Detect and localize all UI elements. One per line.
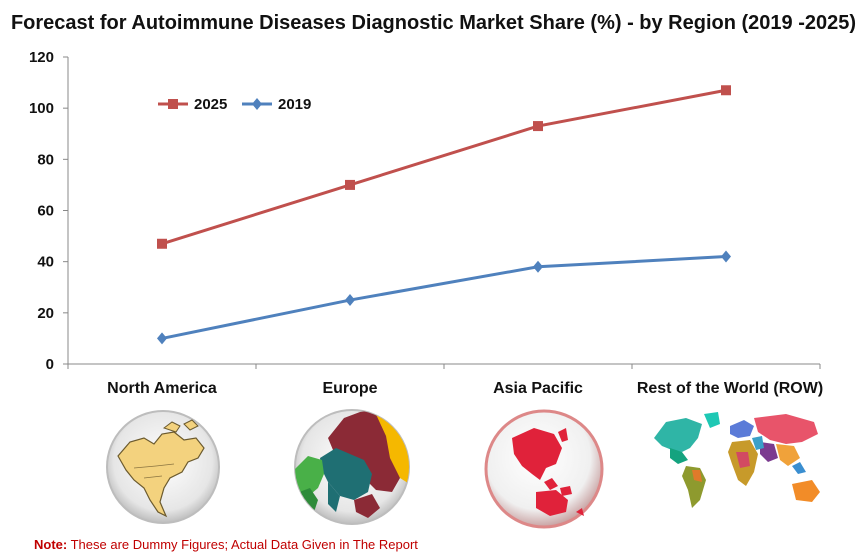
data-point-2025	[533, 121, 543, 132]
x-category-label: Asia Pacific	[493, 380, 583, 397]
series-line-2019	[161, 255, 727, 340]
y-tick-label: 40	[37, 254, 54, 271]
line-chart: 0 20 40 60 80 100 120 North America Europe Asia P…	[29, 49, 823, 397]
data-point-2019	[157, 332, 167, 345]
data-point-2019	[721, 250, 731, 263]
chart-title: Forecast for Autoimmune Diseases Diagnos…	[10, 12, 857, 34]
y-tick-label: 0	[46, 356, 54, 373]
y-tick-label: 100	[29, 100, 54, 117]
series-line-2025	[161, 88, 727, 246]
data-point-2025	[168, 99, 178, 109]
north-america-map-icon	[106, 410, 220, 524]
legend-label-2025: 2025	[194, 96, 227, 113]
x-category-label: North America	[107, 380, 217, 397]
data-point-2025	[157, 238, 167, 249]
world-map-icon	[654, 412, 820, 508]
data-point-2019	[252, 98, 262, 110]
y-tick-label: 20	[37, 305, 54, 322]
europe-map-icon	[294, 409, 410, 525]
footnote-text: These are Dummy Figures; Actual Data Giv…	[70, 537, 418, 552]
data-point-2019	[345, 294, 355, 307]
x-category-label: Europe	[322, 380, 377, 397]
y-tick-label: 80	[37, 151, 54, 168]
legend-label-2019: 2019	[278, 96, 311, 113]
footnote-label: Note:	[34, 537, 68, 552]
x-category-label: Rest of the World (ROW)	[637, 380, 823, 397]
y-tick-label: 120	[29, 49, 54, 66]
footnote: Note: These are Dummy Figures; Actual Da…	[34, 537, 418, 552]
asia-pacific-map-icon	[484, 409, 604, 529]
data-point-2025	[721, 85, 731, 96]
data-point-2025	[345, 179, 355, 190]
y-tick-label: 60	[37, 203, 54, 220]
data-point-2019	[533, 260, 543, 273]
